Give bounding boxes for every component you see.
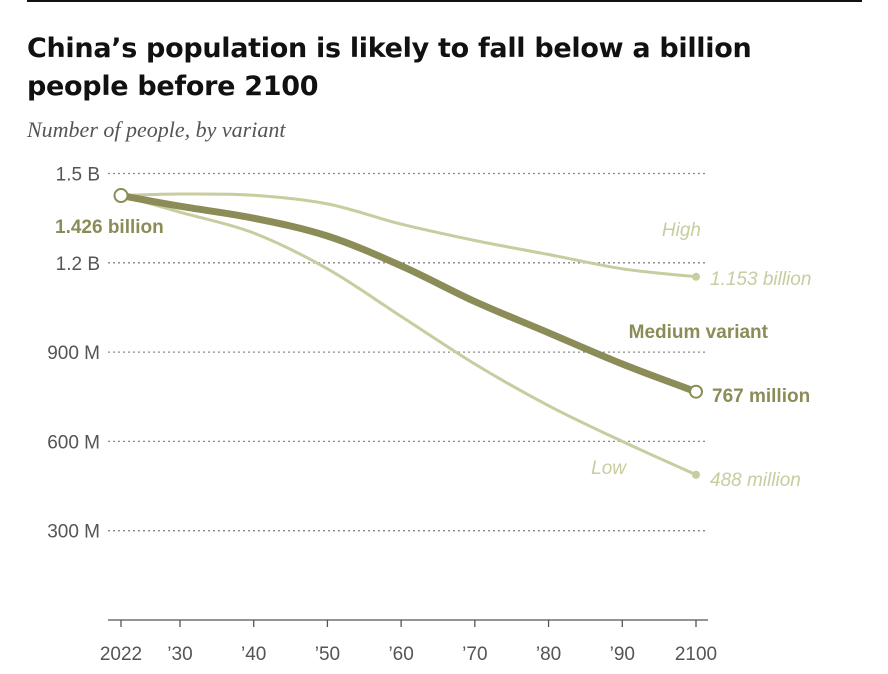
y-axis-ticks: 300 M 600 M 900 M 1.2 B 1.5 B (47, 165, 100, 543)
x-tick-label-2022: 2022 (100, 644, 142, 665)
y-tick-label-900: 900 M (47, 343, 100, 364)
x-tick-label-2100: 2100 (675, 644, 717, 665)
x-tick-label-2070: ’70 (462, 644, 487, 665)
label-low-end-value: 488 million (710, 470, 801, 491)
start-point (113, 188, 129, 204)
end-point-high (692, 272, 700, 281)
label-high-series: High (662, 220, 701, 241)
x-tick-label-2050: ’50 (315, 644, 340, 665)
chart-subtitle: Number of people, by variant (27, 117, 286, 142)
chart-title: China’s population is likely to fall bel… (27, 33, 752, 102)
x-axis-ticks: 2022 ’30 ’40 ’50 ’60 ’70 ’80 ’90 2100 (100, 620, 717, 665)
x-tick-label-2090: ’90 (610, 644, 635, 665)
series-lines (113, 188, 703, 479)
annotation-labels: 1.426 billion High 1.153 billion Medium … (55, 217, 811, 491)
x-tick-label-2060: ’60 (388, 644, 413, 665)
end-point-medium (689, 384, 703, 399)
y-tick-label-1500: 1.5 B (56, 165, 100, 186)
series-line-high (119, 192, 698, 279)
label-high-end-value: 1.153 billion (710, 269, 811, 290)
label-medium-end-value: 767 million (712, 386, 810, 407)
label-medium-series: Medium variant (629, 322, 769, 343)
x-tick-label-2080: ’80 (536, 644, 561, 665)
x-tick-label-2040: ’40 (241, 644, 266, 665)
label-low-series: Low (591, 458, 627, 479)
label-start-value: 1.426 billion (55, 217, 164, 238)
y-tick-label-600: 600 M (47, 432, 100, 453)
grid-lines (108, 172, 708, 532)
y-tick-label-300: 300 M (47, 522, 100, 543)
series-line-medium (117, 192, 700, 396)
y-tick-label-1200: 1.2 B (56, 254, 100, 275)
x-tick-label-2030: ’30 (167, 644, 192, 665)
top-rule (27, 0, 862, 2)
end-point-low (692, 470, 700, 479)
series-line-low (119, 194, 698, 477)
